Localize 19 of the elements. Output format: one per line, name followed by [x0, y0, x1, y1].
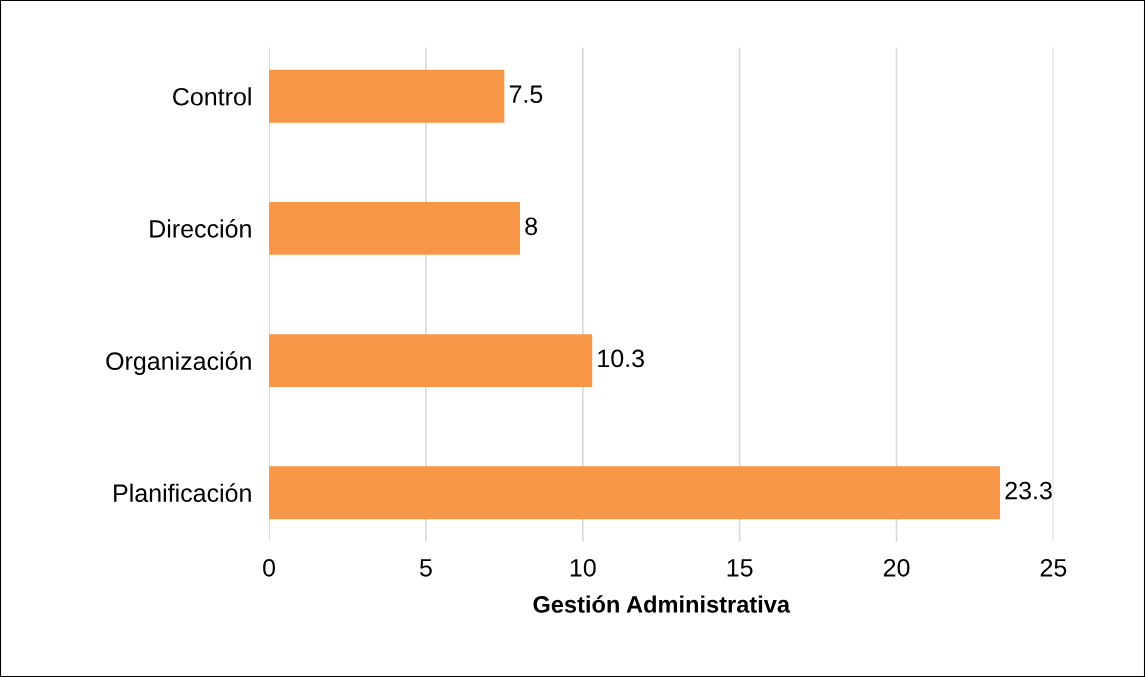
- x-tick-label: 25: [1040, 558, 1067, 577]
- bar: [269, 202, 521, 255]
- data-label: 23.3: [1005, 481, 1052, 500]
- x-tick-label: 0: [263, 558, 276, 577]
- data-label: 10.3: [598, 349, 644, 368]
- x-tick-label: 15: [727, 559, 753, 577]
- data-label: 8: [525, 217, 538, 236]
- y-tick-label: Planificación: [114, 483, 251, 503]
- y-tick-label: Control: [173, 87, 251, 106]
- data-label: 7.5: [509, 85, 543, 103]
- x-tick-label: 10: [570, 558, 596, 577]
- y-tick-label: Dirección: [150, 219, 251, 238]
- bar: [269, 466, 1001, 520]
- x-tick-label: 20: [883, 558, 910, 577]
- bar: [269, 334, 593, 387]
- x-tick-label: 5: [419, 559, 432, 577]
- bar: [269, 69, 505, 123]
- y-tick-label: Organización: [106, 351, 251, 375]
- x-axis-title: Gestión Administrativa: [533, 595, 791, 613]
